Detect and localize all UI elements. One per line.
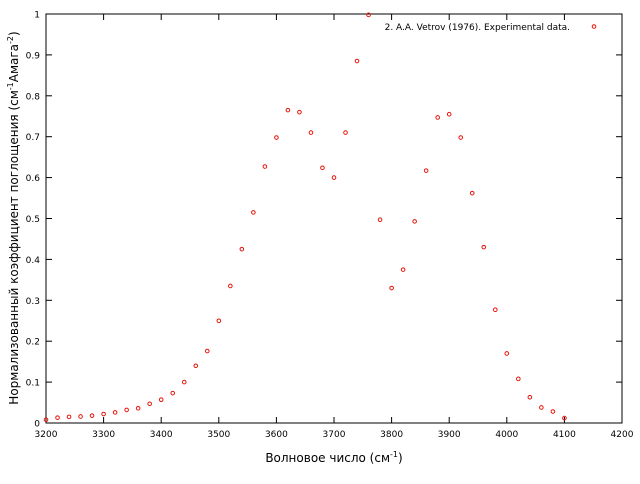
y-tick-label: 0.3	[26, 297, 40, 307]
data-point	[193, 363, 199, 369]
data-point	[124, 407, 129, 413]
plot-frame-group	[45, 13, 623, 424]
data-point	[112, 410, 118, 415]
data-point	[251, 210, 256, 215]
data-point	[446, 111, 452, 117]
x-tick-label: 3300	[92, 430, 115, 440]
data-point	[101, 411, 106, 417]
x-tick-label: 4000	[495, 430, 518, 440]
x-tick-label: 3900	[438, 430, 461, 440]
data-point	[366, 12, 371, 18]
y-axis-label-sup1: -1	[6, 82, 15, 90]
y-tick-label: 0.6	[26, 174, 41, 184]
data-point	[343, 130, 348, 135]
ticks-group: 3200 3300 3400 3500 3600 3700 3800 3900 4000 4100…	[26, 11, 634, 441]
y-tick-label: 1	[34, 11, 40, 21]
y-axis-label-tail: )	[7, 31, 21, 36]
y-axis-label-mid: Амага	[7, 44, 21, 82]
data-point	[262, 164, 268, 169]
data-point	[147, 401, 152, 407]
data-point	[228, 283, 233, 289]
data-point	[516, 376, 521, 382]
legend-marker	[591, 24, 597, 29]
x-axis-label-main: Волновое число (см	[265, 451, 390, 465]
data-point	[43, 417, 49, 423]
x-tick-label: 3500	[207, 430, 230, 440]
y-tick-label: 0	[34, 420, 40, 430]
y-tick-label: 0.1	[26, 379, 40, 389]
data-point	[55, 415, 60, 420]
data-point	[66, 414, 72, 420]
x-tick-label: 3200	[35, 430, 58, 440]
data-point	[78, 414, 83, 419]
data-points-group	[43, 12, 567, 423]
data-point	[170, 390, 176, 396]
x-tick-label: 4200	[611, 430, 634, 440]
x-tick-label: 3600	[265, 430, 288, 440]
data-point	[481, 244, 487, 250]
data-point	[504, 351, 510, 356]
data-point	[331, 175, 337, 180]
data-point	[435, 115, 440, 120]
data-point	[285, 107, 291, 113]
x-tick-label: 3400	[150, 430, 173, 440]
legend: 2. A.A. Vetrov (1976). Experimental data…	[385, 23, 597, 33]
data-point	[135, 405, 141, 411]
y-axis-label-sup2: -2	[6, 36, 15, 44]
data-point	[389, 285, 394, 291]
data-point	[412, 219, 417, 224]
data-point	[274, 135, 279, 140]
data-point	[458, 135, 464, 140]
data-point	[297, 109, 302, 115]
y-tick-label: 0.2	[26, 338, 40, 348]
data-point	[181, 379, 187, 385]
x-tick-label: 3700	[323, 430, 346, 440]
data-point	[204, 348, 210, 354]
x-axis-label: Волновое число (см-1)	[265, 450, 402, 465]
legend-entry-label: 2. A.A. Vetrov (1976). Experimental data…	[385, 23, 570, 33]
data-point	[308, 130, 314, 135]
x-axis-label-sup: -1	[390, 450, 398, 459]
data-point	[423, 168, 429, 173]
data-point	[469, 190, 475, 196]
y-axis-label: Нормализованный коэффициент поглощения (…	[6, 31, 21, 404]
y-axis-label-main: Нормализованный коэффициент поглощения (…	[7, 90, 21, 404]
data-point	[492, 307, 498, 313]
data-point	[216, 318, 222, 324]
y-tick-label: 0.9	[26, 51, 41, 61]
data-point	[377, 217, 383, 223]
y-tick-label: 0.7	[26, 133, 40, 143]
data-point	[320, 165, 325, 171]
data-point	[158, 397, 164, 402]
data-point	[239, 246, 245, 252]
x-tick-label: 3800	[380, 430, 403, 440]
x-tick-label: 4100	[553, 430, 576, 440]
data-point	[354, 58, 360, 64]
data-point	[562, 415, 567, 421]
plot-frame	[45, 13, 623, 424]
data-point	[550, 409, 556, 414]
y-tick-label: 0.4	[26, 256, 41, 266]
y-tick-label: 0.8	[26, 92, 41, 102]
x-axis-label-tail: )	[398, 451, 403, 465]
data-point	[400, 267, 406, 272]
y-tick-label: 0.5	[26, 215, 40, 225]
data-point	[539, 405, 544, 410]
data-point	[527, 394, 533, 400]
data-point	[89, 413, 95, 418]
